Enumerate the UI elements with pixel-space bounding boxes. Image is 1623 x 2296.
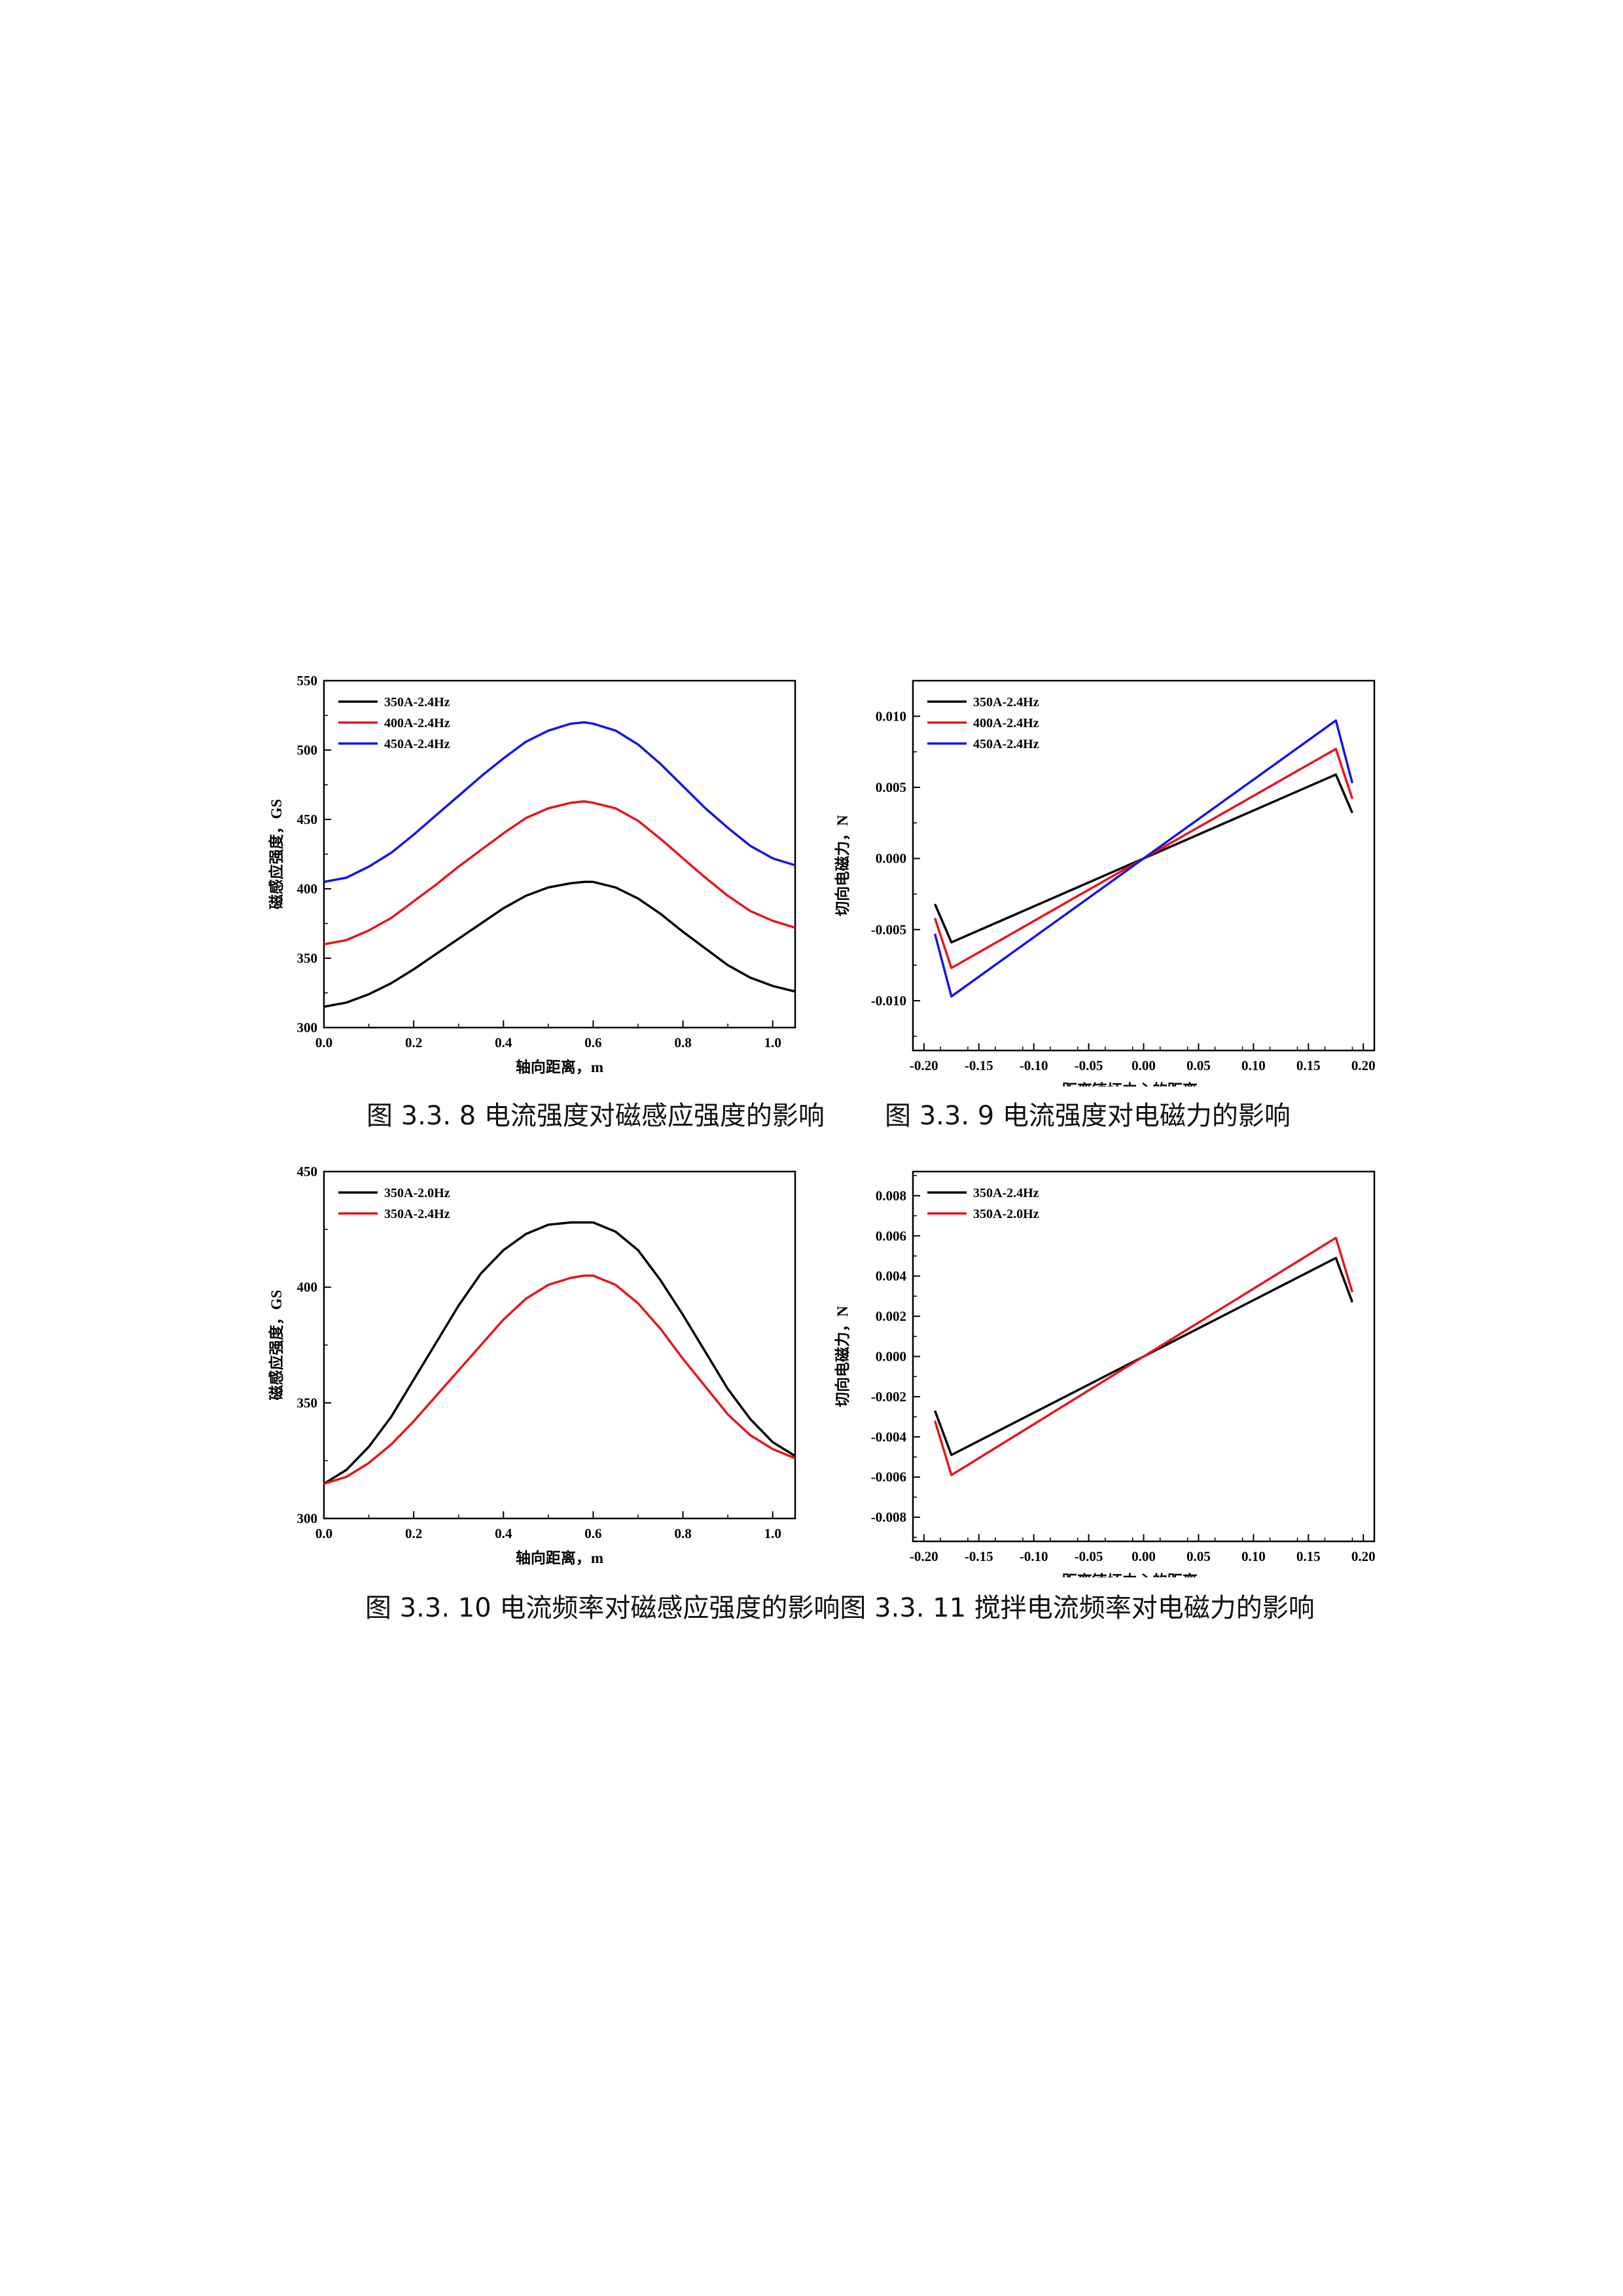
- x-tick-label: -0.20: [910, 1058, 938, 1073]
- y-axis-title: 磁感应强度，GS: [268, 799, 285, 910]
- x-tick-label: 0.15: [1296, 1058, 1321, 1073]
- plot-frame: [912, 679, 1376, 1052]
- series-line-2: [933, 719, 1354, 998]
- x-tick-label: 0.8: [674, 1035, 691, 1050]
- x-axis-title: 距离铸坯中心的距离，m: [1062, 1081, 1225, 1086]
- y-tick-label: 400: [297, 1280, 318, 1295]
- x-tick-label: -0.05: [1075, 1549, 1103, 1564]
- x-tick-label: -0.05: [1075, 1058, 1103, 1073]
- legend-label-1: 400A-2.4Hz: [973, 716, 1039, 730]
- y-tick-label: 450: [297, 812, 318, 827]
- y-tick-label: 300: [297, 1511, 318, 1526]
- y-tick-label: -0.005: [871, 922, 906, 937]
- x-tick-label: 0.4: [495, 1035, 512, 1050]
- y-tick-label: 350: [297, 950, 318, 966]
- y-tick-label: -0.006: [871, 1469, 906, 1485]
- series-line-0: [323, 880, 796, 1008]
- legend-label-1: 350A-2.0Hz: [973, 1207, 1039, 1221]
- y-tick-label: 0.004: [876, 1268, 907, 1284]
- x-tick-label: -0.15: [965, 1549, 993, 1564]
- caption-fig-3-3-10-11: 图 3.3. 10 电流频率对磁感应强度的影响图 3.3. 11 搅拌电流频率对…: [365, 1593, 1315, 1623]
- x-tick-label: 0.6: [584, 1526, 601, 1541]
- x-axis-title: 轴向距离，m: [516, 1549, 603, 1566]
- x-tick-label: 1.0: [764, 1526, 781, 1541]
- x-tick-label: 0.00: [1132, 1058, 1156, 1073]
- plot-frame: [323, 679, 796, 1029]
- caption-fig-3-3-8: 图 3.3. 8 电流强度对磁感应强度的影响: [366, 1101, 825, 1131]
- y-tick-label: -0.004: [871, 1429, 907, 1444]
- legend-label-0: 350A-2.0Hz: [384, 1186, 450, 1200]
- x-tick-label: 0.10: [1241, 1549, 1266, 1564]
- y-tick-label: 0.002: [876, 1308, 906, 1324]
- x-tick-label: 0.4: [495, 1526, 512, 1541]
- x-tick-label: 0.8: [674, 1526, 691, 1541]
- series-line-1: [323, 1274, 796, 1485]
- legend-label-0: 350A-2.4Hz: [973, 1186, 1039, 1200]
- caption-fig-3-3-9: 图 3.3. 9 电流强度对电磁力的影响: [885, 1101, 1291, 1131]
- series-line-2: [323, 721, 796, 884]
- y-tick-label: 500: [297, 742, 318, 758]
- x-tick-label: 0.20: [1351, 1058, 1376, 1073]
- y-tick-label: 0.005: [876, 780, 906, 795]
- y-tick-label: 300: [297, 1020, 318, 1035]
- x-tick-label: -0.20: [910, 1549, 938, 1564]
- x-tick-label: 0.2: [405, 1035, 422, 1050]
- chart-magnetic-induction-vs-frequency: 0.0 0.2 0.4 0.6 0.8 1.0 300 350 400 450 轴向距离，m 磁感应强…: [268, 1164, 796, 1566]
- x-tick-label: -0.10: [1020, 1058, 1048, 1073]
- series-line-1: [323, 800, 796, 946]
- legend-label-2: 450A-2.4Hz: [384, 737, 450, 751]
- chart-tangential-force-vs-frequency: -0.20 -0.15 -0.10 -0.05 0.00 0.05 0.10 0.15 0.20…: [834, 1170, 1376, 1577]
- y-tick-label: 450: [297, 1164, 318, 1179]
- chart-magnetic-induction-vs-current: 0.0 0.2 0.4 0.6 0.8 1.0 300 350 400 450 500 550 轴向距离…: [268, 673, 796, 1075]
- x-axis-title: 轴向距离，m: [516, 1058, 603, 1075]
- x-tick-label: 1.0: [764, 1035, 781, 1050]
- x-tick-label: -0.10: [1020, 1549, 1048, 1564]
- x-tick-label: 0.20: [1351, 1549, 1376, 1564]
- y-tick-label: 400: [297, 881, 318, 897]
- y-tick-label: -0.010: [871, 993, 906, 1009]
- y-tick-label: 0.000: [876, 851, 906, 867]
- y-axis-title: 切向电磁力，N: [834, 1306, 851, 1407]
- x-tick-label: 0.6: [584, 1035, 601, 1050]
- legend-label-0: 350A-2.4Hz: [973, 695, 1039, 709]
- x-tick-label: 0.05: [1186, 1058, 1211, 1073]
- x-tick-label: 0.00: [1132, 1549, 1156, 1564]
- legend-label-1: 400A-2.4Hz: [384, 716, 450, 730]
- x-tick-label: 0.15: [1296, 1549, 1321, 1564]
- y-tick-label: 0.008: [876, 1188, 906, 1204]
- legend-label-2: 450A-2.4Hz: [973, 737, 1039, 751]
- x-tick-label: 0.2: [405, 1526, 422, 1541]
- x-tick-label: 0.0: [315, 1035, 332, 1050]
- y-tick-label: 550: [297, 673, 318, 689]
- y-tick-label: 0.000: [876, 1349, 906, 1365]
- chart-tangential-force-vs-current: -0.20 -0.15 -0.10 -0.05 0.00 0.05 0.10 0.15 0.20…: [834, 679, 1376, 1086]
- y-tick-label: -0.002: [871, 1389, 906, 1405]
- series-line-1: [933, 1236, 1354, 1477]
- series-line-0: [323, 1221, 796, 1485]
- y-tick-label: 0.006: [876, 1228, 906, 1244]
- y-tick-label: 0.010: [876, 708, 906, 724]
- x-tick-label: 0.05: [1186, 1549, 1211, 1564]
- y-tick-label: -0.008: [871, 1509, 906, 1525]
- x-tick-label: 0.0: [315, 1526, 332, 1541]
- y-axis-title: 切向电磁力，N: [834, 815, 851, 916]
- legend-label-1: 350A-2.4Hz: [384, 1207, 450, 1221]
- x-tick-label: -0.15: [965, 1058, 993, 1073]
- legend-label-0: 350A-2.4Hz: [384, 695, 450, 709]
- y-axis-title: 磁感应强度，GS: [268, 1290, 285, 1401]
- y-tick-label: 350: [297, 1395, 318, 1410]
- x-tick-label: 0.10: [1241, 1058, 1266, 1073]
- x-axis-title: 距离铸坯中心的距离，m: [1062, 1572, 1225, 1577]
